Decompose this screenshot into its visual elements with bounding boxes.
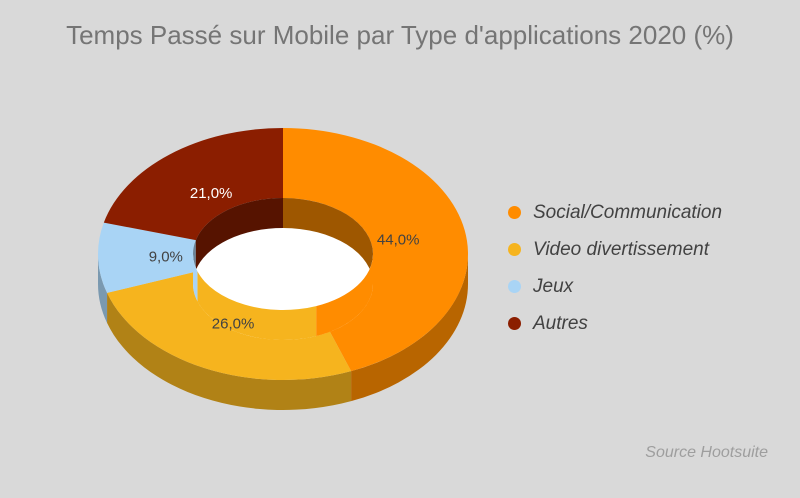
slice-front-rim-2: [193, 254, 198, 302]
legend-label: Social/Communication: [533, 201, 723, 223]
legend-item-video[interactable]: Video divertissement: [508, 231, 722, 268]
source-note: Source Hootsuite: [645, 444, 768, 461]
legend-marker: [508, 280, 521, 293]
data-label-3: 21,0%: [190, 185, 233, 202]
slice-inner-wall-0-0: [283, 198, 373, 284]
legend-marker: [508, 206, 521, 219]
legend: Social/Communication Video divertissemen…: [508, 194, 722, 342]
slice-3[interactable]: [103, 128, 283, 241]
data-label-2: 9,0%: [149, 248, 183, 265]
slice-inner-wall-3-1: [195, 198, 283, 271]
legend-item-autres[interactable]: Autres: [508, 305, 722, 342]
legend-marker: [508, 317, 521, 330]
legend-item-jeux[interactable]: Jeux: [508, 268, 722, 305]
legend-marker: [508, 243, 521, 256]
slice-2[interactable]: [98, 222, 198, 293]
data-label-0: 44,0%: [377, 232, 420, 249]
legend-label: Video divertissement: [533, 238, 710, 260]
slice-side-2: [98, 254, 108, 323]
slice-front-rim-1: [197, 271, 317, 340]
legend-item-social[interactable]: Social/Communication: [508, 194, 722, 231]
legend-label: Jeux: [533, 275, 574, 297]
slice-side-1: [107, 292, 352, 410]
slice-front-rim-0: [316, 254, 373, 337]
legend-label: Autres: [533, 312, 588, 334]
chart-title: Temps Passé sur Mobile par Type d'applic…: [66, 20, 734, 50]
data-label-1: 26,0%: [212, 316, 255, 333]
slice-side-0: [351, 254, 468, 402]
